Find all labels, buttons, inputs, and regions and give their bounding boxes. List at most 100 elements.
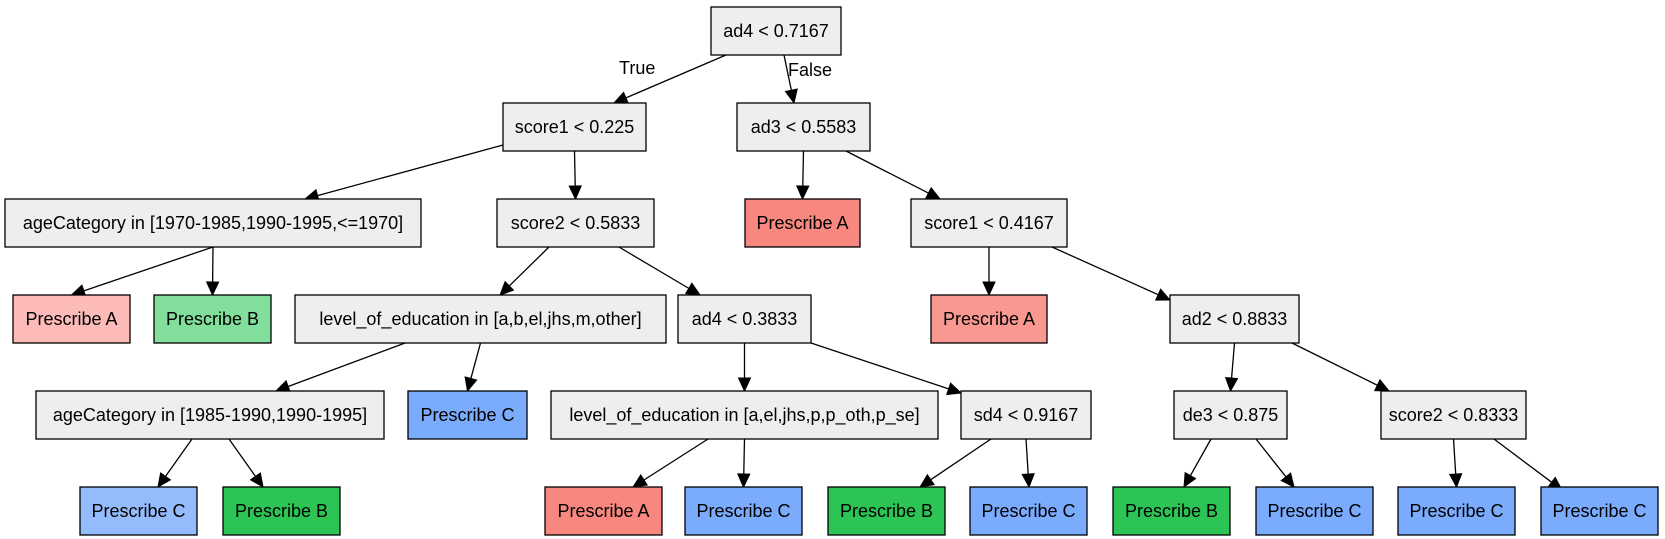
node-label: Prescribe C xyxy=(696,501,790,521)
edge-line xyxy=(1025,438,1029,475)
arrowhead-icon xyxy=(1183,471,1197,489)
node-label: ad4 < 0.3833 xyxy=(692,309,798,329)
arrowhead-icon xyxy=(737,473,751,489)
edge-n15-n22 xyxy=(737,438,751,489)
split-node: score2 < 0.5833 xyxy=(496,198,655,248)
leaf-node: Prescribe C xyxy=(969,486,1088,536)
split-node: ad4 < 0.3833 xyxy=(677,294,812,344)
edge-line xyxy=(1291,342,1378,386)
edge-line xyxy=(470,342,482,379)
leaf-node: Prescribe C xyxy=(1255,486,1374,536)
node-box xyxy=(910,198,1068,248)
arrowhead-icon xyxy=(464,376,478,393)
edge-n4-n9 xyxy=(499,246,550,296)
leaf-node: Prescribe B xyxy=(222,486,341,536)
edge-n4-n10 xyxy=(618,246,702,296)
node-label: score2 < 0.8333 xyxy=(1389,405,1519,425)
node-box xyxy=(294,294,667,344)
edge-n16-n24 xyxy=(1021,438,1035,489)
node-label: Prescribe C xyxy=(420,405,514,425)
node-box xyxy=(710,6,842,56)
node-box xyxy=(222,486,341,536)
edge-n18-n27 xyxy=(1448,438,1463,489)
edge-line xyxy=(1255,438,1287,478)
arrowhead-icon xyxy=(205,281,220,297)
node-label: de3 < 0.875 xyxy=(1183,405,1279,425)
split-node: score1 < 0.225 xyxy=(502,102,647,152)
edge-line xyxy=(1051,246,1159,296)
edge-n12-n17 xyxy=(1224,342,1239,393)
node-label: Prescribe C xyxy=(981,501,1075,521)
node-box xyxy=(550,390,939,440)
leaf-node: Prescribe C xyxy=(79,486,198,536)
arrowhead-icon xyxy=(684,282,702,296)
edge-n6-n12 xyxy=(1051,246,1172,301)
node-label: Prescribe C xyxy=(1552,501,1646,521)
leaf-node: Prescribe C xyxy=(407,390,528,440)
split-node: level_of_education in [a,b,el,jhs,m,othe… xyxy=(294,294,667,344)
node-label: sd4 < 0.9167 xyxy=(974,405,1079,425)
node-box xyxy=(677,294,812,344)
arrowhead-icon xyxy=(249,472,264,488)
arrowhead-icon xyxy=(1373,378,1391,392)
node-label: ad2 < 0.8833 xyxy=(1182,309,1288,329)
arrowhead-icon xyxy=(499,280,515,296)
node-label: Prescribe B xyxy=(235,501,328,521)
edge-line xyxy=(1452,438,1457,475)
leaf-node: Prescribe C xyxy=(1397,486,1516,536)
node-box xyxy=(502,102,647,152)
node-label: Prescribe A xyxy=(557,501,649,521)
split-node: score1 < 0.4167 xyxy=(910,198,1068,248)
node-box xyxy=(1112,486,1231,536)
nodes-layer: ad4 < 0.7167 score1 < 0.225 ad3 < 0.5583 ag… xyxy=(4,6,1659,536)
node-label: Prescribe A xyxy=(943,309,1035,329)
node-box xyxy=(496,198,655,248)
node-box xyxy=(930,294,1048,344)
arrowhead-icon xyxy=(157,472,172,488)
edge-line xyxy=(743,438,746,475)
edge-line xyxy=(1189,438,1212,476)
split-node: sd4 < 0.9167 xyxy=(960,390,1092,440)
edge-line xyxy=(508,246,550,287)
edge-line xyxy=(164,438,193,477)
split-node: ad2 < 0.8833 xyxy=(1169,294,1300,344)
edge-n3-n7 xyxy=(70,246,214,298)
node-label: Prescribe C xyxy=(91,501,185,521)
edge-n15-n21 xyxy=(631,438,709,488)
arrowhead-icon xyxy=(612,91,630,104)
edge-n1-n3 xyxy=(303,144,504,202)
leaf-node: Prescribe B xyxy=(827,486,946,536)
leaf-node: Prescribe A xyxy=(12,294,131,344)
edge-line xyxy=(783,54,792,91)
split-node: level_of_education in [a,el,jhs,p,p_oth,… xyxy=(550,390,939,440)
edge-n3-n8 xyxy=(205,246,220,297)
edges-layer: True False xyxy=(70,54,1563,491)
leaf-node: Prescribe A xyxy=(744,198,861,248)
leaf-node: Prescribe A xyxy=(544,486,663,536)
node-label: score2 < 0.5833 xyxy=(511,213,641,233)
node-box xyxy=(1397,486,1516,536)
node-box xyxy=(684,486,803,536)
edge-label-false: False xyxy=(788,60,832,80)
node-label: level_of_education in [a,b,el,jhs,m,othe… xyxy=(319,309,641,330)
edge-n9-n13 xyxy=(274,342,406,393)
edge-n10-n15 xyxy=(737,343,752,393)
node-box xyxy=(1255,486,1374,536)
edge-n10-n16 xyxy=(810,342,963,396)
node-box xyxy=(35,390,385,440)
node-box xyxy=(544,486,663,536)
node-label: Prescribe A xyxy=(25,309,117,329)
node-label: Prescribe B xyxy=(1125,501,1218,521)
node-label: ageCategory in [1970-1985,1990-1995,<=19… xyxy=(23,213,403,233)
leaf-node: Prescribe C xyxy=(1540,486,1659,536)
edge-n16-n23 xyxy=(919,438,992,488)
edge-line xyxy=(810,342,949,390)
edge-n6-n11 xyxy=(982,247,996,297)
edge-line xyxy=(802,150,805,187)
edge-n13-n20 xyxy=(228,438,264,488)
node-label: ageCategory in [1985-1990,1990-1995] xyxy=(53,405,367,425)
node-box xyxy=(79,486,198,536)
node-label: Prescribe A xyxy=(756,213,848,233)
node-box xyxy=(969,486,1088,536)
arrowhead-icon xyxy=(1224,376,1239,393)
